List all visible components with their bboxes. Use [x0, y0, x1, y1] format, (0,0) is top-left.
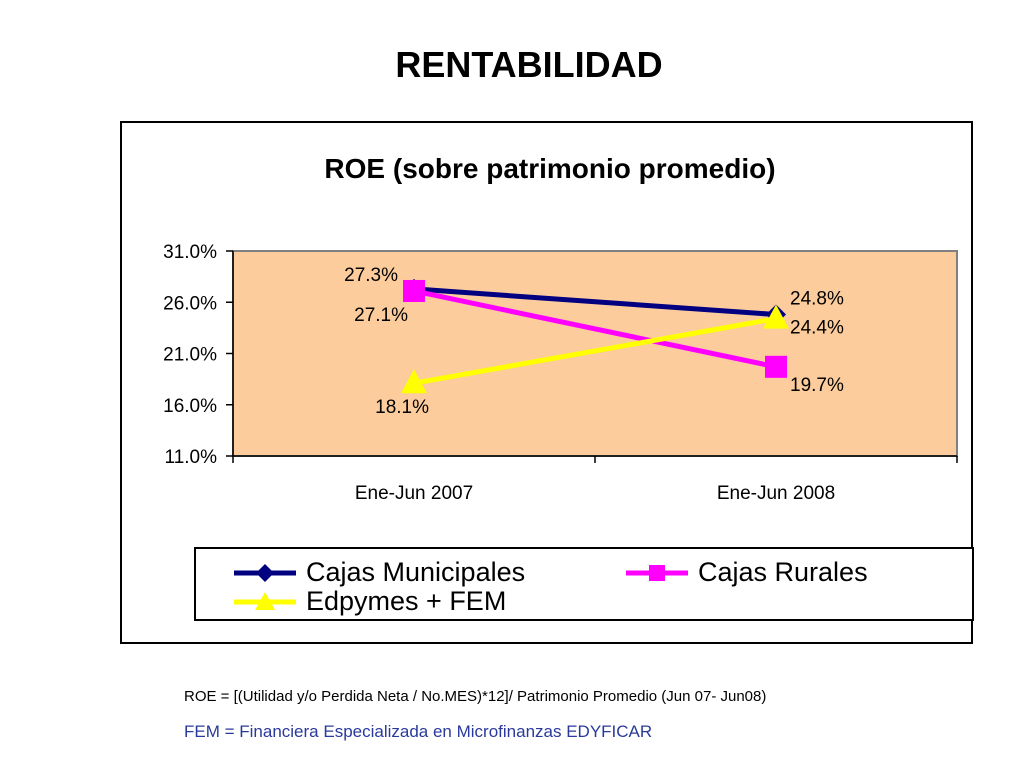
- y-tick-label: 16.0%: [163, 396, 217, 417]
- legend-item-cajas-municipales: Cajas Municipales: [234, 557, 525, 588]
- data-label-edpymes-fem: 24.4%: [790, 318, 844, 339]
- marker-edpymes-fem: [763, 304, 789, 329]
- legend-label-cajas-rurales: Cajas Rurales: [698, 557, 868, 587]
- legend-swatch-edpymes-fem: [234, 591, 296, 610]
- x-tick-label: Ene-Jun 2008: [717, 483, 835, 504]
- y-tick-label: 11.0%: [165, 447, 218, 468]
- marker-cajas-rurales: [765, 355, 787, 378]
- y-tick-label: 31.0%: [163, 242, 217, 263]
- data-label-cajas-rurales: 27.1%: [354, 305, 408, 326]
- y-tick-label: 21.0%: [163, 345, 217, 366]
- x-tick-label: Ene-Jun 2007: [355, 483, 473, 504]
- footnote-fem-definition: FEM = Financiera Especializada en Microf…: [184, 722, 653, 741]
- chart-legend: Cajas Municipales Cajas Rurales Edpymes …: [194, 547, 974, 621]
- legend-label-cajas-municipales: Cajas Municipales: [306, 557, 526, 587]
- legend-swatch-cajas-municipales: [234, 563, 296, 582]
- footnote-roe-formula: ROE = [(Utilidad y/o Perdida Neta / No.M…: [184, 688, 767, 705]
- slide-title: RENTABILIDAD: [395, 44, 663, 85]
- plot-area: 11.0% 16.0% 21.0% 26.0% 31.0% Ene-Jun 2007 Ene…: [163, 242, 958, 504]
- legend-item-cajas-rurales: Cajas Rurales: [626, 557, 868, 588]
- roe-line-chart: ROE (sobre patrimonio promedio) 11.0% 16.…: [163, 153, 958, 504]
- chart-title: ROE (sobre patrimonio promedio): [324, 153, 775, 184]
- series-line-edpymes-fem: [413, 316, 777, 386]
- series-line-cajas-rurales: [413, 288, 777, 370]
- legend-swatch-cajas-rurales: [626, 564, 688, 581]
- plot-background: [232, 250, 958, 457]
- data-label-cajas-municipales: 24.8%: [790, 289, 844, 310]
- data-label-edpymes-fem: 18.1%: [375, 397, 429, 418]
- legend-label-edpymes-fem: Edpymes + FEM: [306, 586, 507, 616]
- series-line-cajas-municipales: [413, 286, 777, 318]
- marker-cajas-rurales: [403, 279, 425, 302]
- marker-edpymes-fem: [401, 369, 427, 394]
- data-label-cajas-municipales: 27.3%: [344, 265, 398, 286]
- y-tick-label: 26.0%: [163, 293, 217, 314]
- data-label-cajas-rurales: 19.7%: [790, 375, 844, 396]
- legend-item-edpymes-fem: Edpymes + FEM: [234, 586, 506, 617]
